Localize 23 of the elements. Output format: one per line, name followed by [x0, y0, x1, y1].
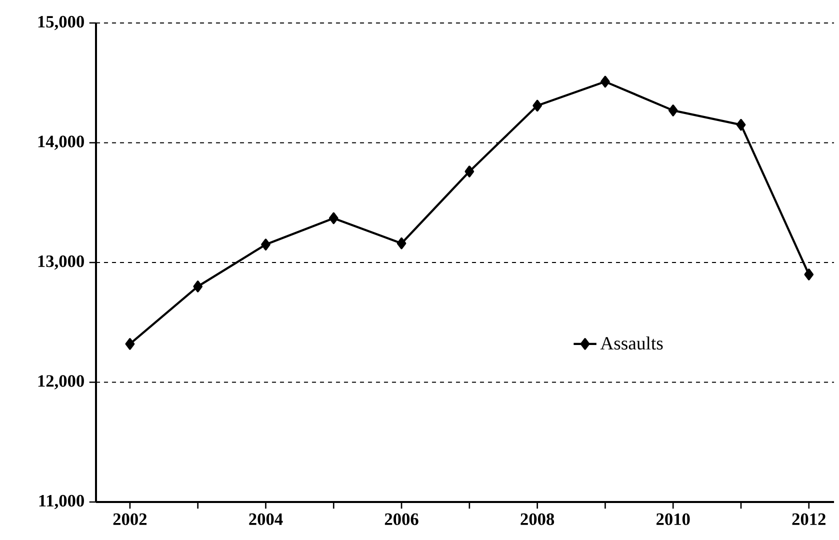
point	[668, 104, 678, 116]
point	[328, 212, 338, 224]
point	[600, 76, 610, 88]
y-tick-label: 12,000	[38, 375, 84, 390]
y-tick-label: 15,000	[38, 16, 84, 30]
x-tick-label: 2008	[520, 513, 554, 526]
point	[396, 237, 406, 250]
point	[736, 118, 746, 131]
y-tick-label: 14,000	[38, 136, 84, 150]
x-tick-label: 2010	[656, 513, 690, 526]
x-tick-label: 2012	[792, 513, 826, 526]
point	[532, 100, 542, 112]
point	[464, 166, 474, 178]
x-tick-label: 2004	[249, 513, 283, 526]
x-tick-label: 2006	[384, 513, 418, 526]
legend-label: Assaults	[600, 336, 663, 350]
point	[193, 280, 203, 292]
y-tick-label: 13,000	[38, 255, 84, 270]
point	[125, 338, 135, 350]
point	[804, 268, 814, 280]
y-tick-label: 11,000	[39, 494, 84, 510]
x-tick-label: 2002	[113, 513, 147, 526]
point	[261, 238, 270, 250]
